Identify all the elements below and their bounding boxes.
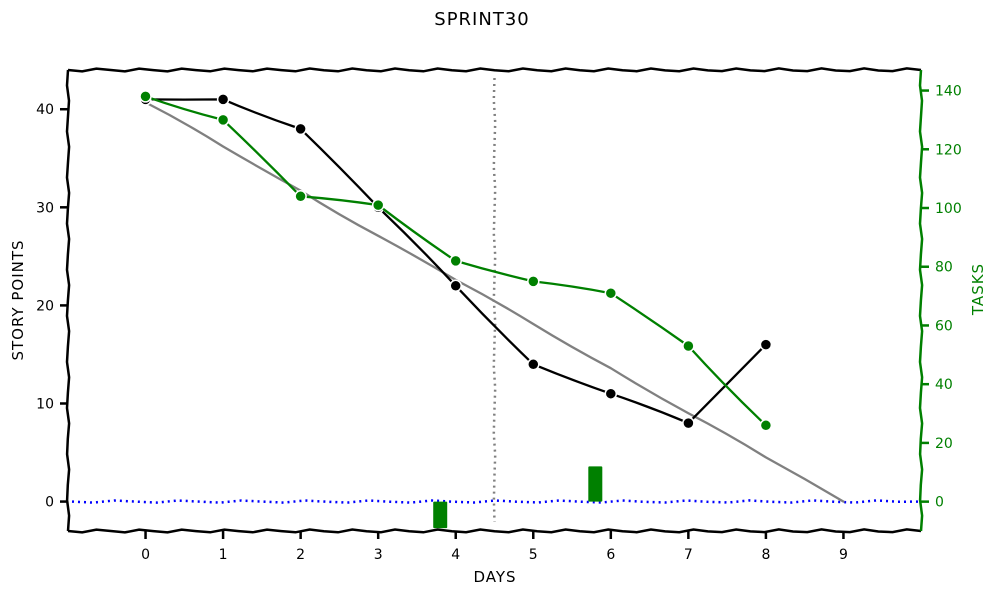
y-right-tick-label: 100 xyxy=(935,201,962,217)
x-tick-label: 8 xyxy=(761,547,770,563)
data-point xyxy=(216,113,230,127)
data-point xyxy=(449,279,462,293)
x-tick-label: 7 xyxy=(684,547,693,563)
bottom-spine xyxy=(67,528,922,534)
left-spine xyxy=(65,69,71,532)
axes: 0 1 2 3 4 5 6 7 8 9 0 10 20 30 40 0 20 40 60 80 100 120 140 xyxy=(36,67,962,563)
y-right-tick-label: 40 xyxy=(935,377,953,393)
data-point xyxy=(216,93,230,106)
data-point xyxy=(139,90,152,103)
x-tick-label: 0 xyxy=(141,547,150,563)
series-line xyxy=(144,101,845,503)
x-tick-label: 3 xyxy=(374,547,383,563)
data-point xyxy=(294,122,307,136)
x-tick-label: 5 xyxy=(529,547,538,563)
x-axis-label: DAYS xyxy=(473,568,516,586)
y-right-tick-label: 140 xyxy=(935,84,962,100)
y-right-tick-label: 120 xyxy=(935,142,962,158)
y-left-tick-label: 0 xyxy=(45,495,54,511)
data-point xyxy=(604,286,618,300)
data-point xyxy=(449,254,462,268)
chart-title: SPRINT30 xyxy=(434,9,529,30)
x-tick-label: 2 xyxy=(296,547,305,563)
data-point xyxy=(682,339,695,353)
data-point xyxy=(682,416,695,430)
y-left-tick-label: 30 xyxy=(36,200,54,216)
y-right-tick-label: 20 xyxy=(935,436,953,452)
y-axis-right-label: TASKS xyxy=(969,263,987,316)
top-spine xyxy=(67,67,922,73)
y-right-tick-label: 80 xyxy=(935,260,953,276)
task-bars xyxy=(433,466,603,529)
series-layer xyxy=(139,90,845,503)
y-right-tick-label: 60 xyxy=(935,318,953,334)
data-point xyxy=(527,358,540,371)
y-right-tick-label: 0 xyxy=(935,495,944,511)
data-point xyxy=(371,198,385,212)
x-tick-label: 4 xyxy=(451,547,460,563)
zero-line xyxy=(71,499,920,504)
x-tick-label: 6 xyxy=(606,547,615,563)
y-axis-left-label: STORY POINTS xyxy=(9,239,27,360)
data-point xyxy=(759,419,773,432)
data-point xyxy=(759,338,773,351)
y-left-tick-label: 20 xyxy=(36,298,54,314)
y-left-tick-label: 40 xyxy=(36,102,54,118)
y-left-tick-label: 10 xyxy=(36,396,54,412)
x-tick-label: 9 xyxy=(839,547,848,563)
data-point xyxy=(294,190,307,203)
reference-lines xyxy=(71,77,920,523)
data-point xyxy=(527,275,540,288)
task-bar xyxy=(588,466,603,502)
data-point xyxy=(604,387,618,400)
x-tick-label: 1 xyxy=(219,547,228,563)
right-spine xyxy=(918,69,924,532)
task-bar xyxy=(433,501,448,529)
